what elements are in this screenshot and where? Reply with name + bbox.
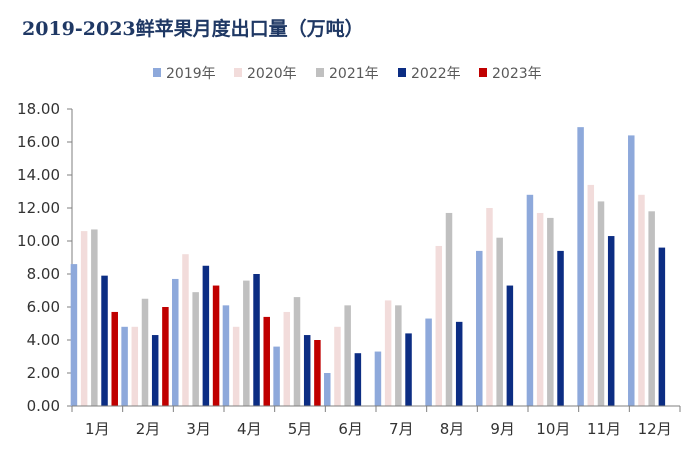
legend-label: 2021年 [329, 66, 379, 82]
bar [293, 297, 301, 406]
bar [303, 335, 311, 406]
bars [70, 127, 666, 407]
bar [283, 311, 291, 406]
y-tick-label: 6.00 [27, 298, 60, 316]
bar [334, 326, 341, 406]
bar [273, 346, 280, 406]
bar [395, 305, 402, 406]
bar [232, 326, 240, 406]
x-tick-label: 3月 [186, 420, 211, 438]
x-tick-label: 10月 [536, 420, 570, 438]
legend-swatch [234, 68, 242, 77]
bar [162, 307, 169, 406]
legend-swatch [316, 68, 324, 77]
bar [435, 245, 443, 406]
bar [253, 274, 260, 406]
bar [597, 201, 605, 406]
legend-swatch [153, 68, 161, 77]
bar [344, 305, 351, 406]
x-tick-label: 12月 [638, 420, 672, 438]
bar [141, 298, 149, 406]
x-tick-label: 6月 [338, 420, 363, 438]
bar [628, 135, 635, 406]
y-tick-label: 4.00 [27, 331, 60, 349]
bar [192, 292, 199, 406]
y-tick-label: 12.00 [17, 199, 60, 217]
bar [638, 194, 645, 406]
bar [263, 316, 270, 406]
x-tick-label: 7月 [389, 420, 414, 438]
x-tick-label: 9月 [490, 420, 515, 438]
bar [384, 300, 392, 406]
bar [222, 305, 230, 406]
bar [547, 217, 554, 406]
x-tick-label: 5月 [288, 420, 313, 438]
y-tick-label: 16.00 [17, 133, 60, 151]
bar [91, 229, 98, 406]
bar [455, 321, 463, 406]
bar [131, 326, 139, 406]
legend: 2019年 2020年 2021年 2022年 2023年 [153, 66, 542, 82]
bar [557, 250, 564, 406]
bar [151, 335, 159, 406]
bar [70, 264, 78, 406]
bar [526, 194, 534, 406]
y-tick-label: 8.00 [27, 265, 60, 283]
legend-swatch [479, 68, 487, 77]
y-axis: 0.00 2.00 4.00 6.00 8.00 10.00 12.00 14.00 16.00… [17, 100, 73, 415]
bar [496, 237, 503, 406]
x-tick-label: 2月 [136, 420, 161, 438]
x-tick-label: 1月 [85, 420, 110, 438]
y-tick-label: 14.00 [17, 166, 60, 184]
bar [648, 211, 655, 406]
y-tick-label: 10.00 [17, 232, 60, 250]
bar [324, 373, 331, 406]
bar [476, 250, 483, 406]
x-tick-label: 4月 [237, 420, 262, 438]
bar [374, 351, 382, 406]
bar [577, 127, 584, 407]
bar [172, 278, 179, 406]
bar [202, 265, 210, 406]
legend-swatch [398, 68, 406, 77]
bar [354, 353, 362, 406]
bar [182, 254, 189, 406]
y-tick-label: 0.00 [27, 397, 60, 415]
bar [121, 326, 128, 406]
bar [607, 236, 615, 406]
bar [425, 318, 432, 406]
bar [243, 280, 250, 406]
bar [486, 208, 493, 406]
bar [80, 231, 88, 406]
x-tick-label: 11月 [587, 420, 621, 438]
bar [314, 340, 321, 406]
y-tick-label: 2.00 [27, 364, 60, 382]
legend-label: 2023年 [492, 66, 542, 82]
chart-title: 2019-2023鲜苹果月度出口量（万吨） [22, 18, 364, 40]
x-axis: 1月 2月 3月 4月 5月 6月 7月 8月 9月 10月 11月 12月 [71, 405, 681, 438]
bar [405, 333, 412, 406]
y-tick-label: 18.00 [17, 100, 60, 118]
legend-label: 2020年 [247, 66, 297, 82]
bar [101, 275, 108, 406]
legend-label: 2019年 [166, 66, 216, 82]
legend-label: 2022年 [411, 66, 461, 82]
bar [212, 285, 220, 406]
bar [111, 311, 118, 406]
x-tick-label: 8月 [440, 420, 465, 438]
bar [536, 212, 544, 406]
bar [587, 184, 595, 406]
bar [445, 212, 453, 406]
bar [658, 247, 666, 406]
bar [506, 285, 514, 406]
